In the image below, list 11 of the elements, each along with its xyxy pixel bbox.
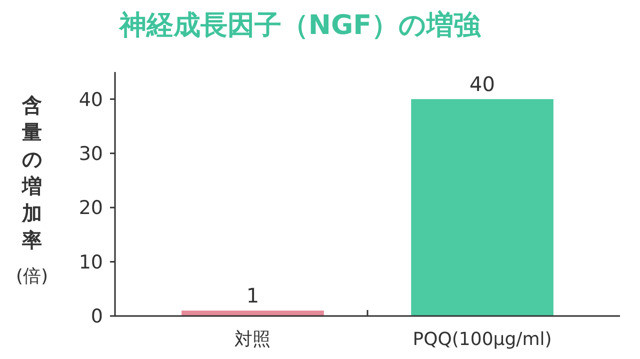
y-tick-label: 0 (90, 306, 103, 328)
y-tick-label: 10 (78, 251, 103, 274)
y-tick-label: 20 (78, 197, 103, 220)
chart-title: 神経成長因子（NGF）の増強 (117, 10, 482, 41)
y-tick-label: 40 (78, 88, 103, 111)
data-label: 1 (246, 284, 260, 308)
x-tick-label: PQQ(100μg/ml) (412, 329, 552, 350)
data-label: 40 (470, 72, 495, 96)
y-axis-title: 含量の増加率(倍) (16, 93, 48, 287)
y-tick-label: 30 (78, 142, 103, 165)
x-tick-label: 対照 (234, 329, 271, 350)
